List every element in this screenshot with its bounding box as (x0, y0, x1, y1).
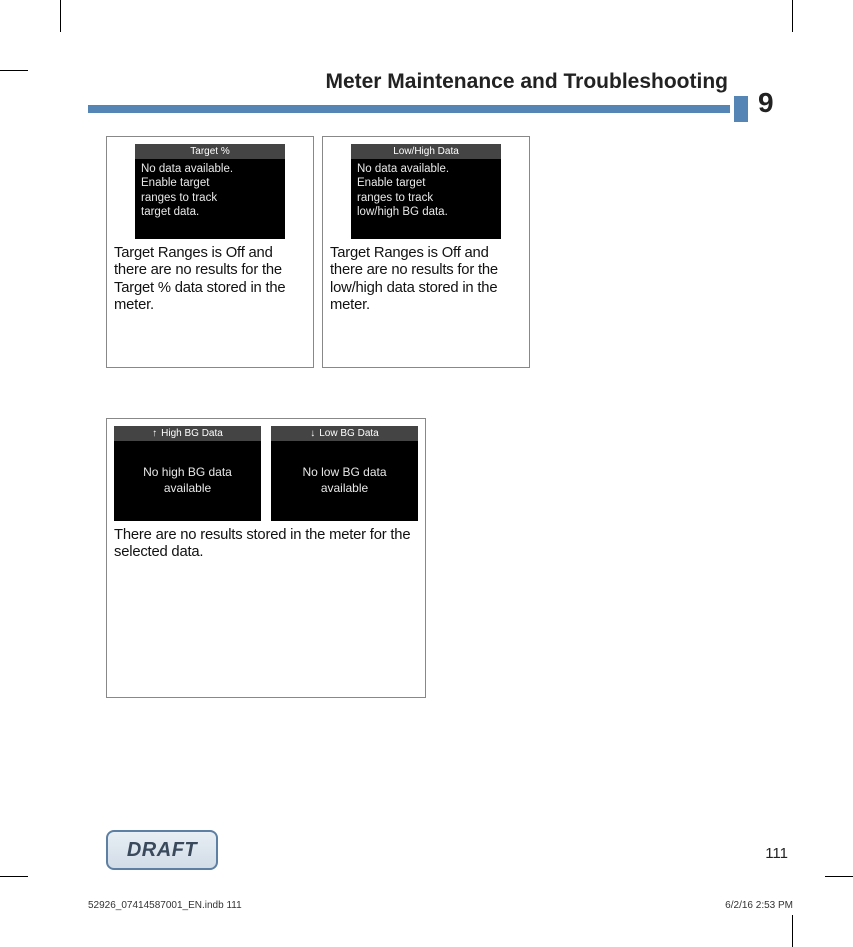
screen-line: No data available. (357, 162, 495, 176)
screen-line: available (114, 481, 261, 497)
meter-screen: Target % No data available. Enable targe… (135, 144, 285, 239)
crop-mark (0, 70, 28, 71)
screen-title-text: Low BG Data (319, 428, 378, 439)
screen-body: No low BG data available (271, 441, 418, 496)
header-bar-tab (734, 96, 748, 122)
up-arrow-icon: ↑ (152, 428, 157, 439)
screen-line: available (271, 481, 418, 497)
screen-line: ranges to track (357, 191, 495, 205)
screen-title: ↑ High BG Data (114, 426, 261, 441)
screen-line: No data available. (141, 162, 279, 176)
meter-screen-low: ↓ Low BG Data No low BG data available (271, 426, 418, 521)
card-high-low-bg: ↑ High BG Data No high BG data available… (106, 418, 426, 698)
screen-title: Target % (135, 144, 285, 159)
screen-line: target data. (141, 205, 279, 219)
card-caption: Target Ranges is Off and there are no re… (330, 245, 522, 315)
screen-body: No data available. Enable target ranges … (135, 159, 285, 223)
screen-line: ranges to track (141, 191, 279, 205)
screen-title: ↓ Low BG Data (271, 426, 418, 441)
card-target-percent: Target % No data available. Enable targe… (106, 136, 314, 368)
screen-line: Enable target (141, 176, 279, 190)
header-bar-line (88, 105, 730, 113)
card-caption: There are no results stored in the meter… (114, 527, 418, 562)
crop-mark (792, 0, 793, 32)
draft-badge: DRAFT (106, 830, 218, 870)
page-header: Meter Maintenance and Troubleshooting 9 (88, 70, 788, 126)
footer-filename: 52926_07414587001_EN.indb 111 (88, 900, 242, 911)
screen-line: No high BG data (114, 465, 261, 481)
screen-line: low/high BG data. (357, 205, 495, 219)
crop-mark (825, 876, 853, 877)
screen-title-text: High BG Data (161, 428, 223, 439)
page-title: Meter Maintenance and Troubleshooting (88, 70, 788, 94)
crop-mark (792, 915, 793, 947)
crop-mark (60, 0, 61, 32)
print-footer: 52926_07414587001_EN.indb 111 6/2/16 2:5… (88, 900, 793, 911)
cards-row-top: Target % No data available. Enable targe… (106, 136, 788, 368)
card-low-high: Low/High Data No data available. Enable … (322, 136, 530, 368)
down-arrow-icon: ↓ (310, 428, 315, 439)
footer-datetime: 6/2/16 2:53 PM (725, 900, 793, 911)
meter-screen: Low/High Data No data available. Enable … (351, 144, 501, 239)
page-content: Meter Maintenance and Troubleshooting 9 … (88, 70, 788, 878)
card-caption: Target Ranges is Off and there are no re… (114, 245, 306, 315)
screen-body: No high BG data available (114, 441, 261, 496)
screen-line: No low BG data (271, 465, 418, 481)
header-bar: 9 (88, 100, 788, 118)
meter-screen-high: ↑ High BG Data No high BG data available (114, 426, 261, 521)
screen-title: Low/High Data (351, 144, 501, 159)
screens-row: ↑ High BG Data No high BG data available… (114, 426, 418, 527)
screen-body: No data available. Enable target ranges … (351, 159, 501, 223)
chapter-number: 9 (758, 89, 788, 117)
screen-line: Enable target (357, 176, 495, 190)
crop-mark (0, 876, 28, 877)
page-number: 111 (765, 845, 788, 862)
